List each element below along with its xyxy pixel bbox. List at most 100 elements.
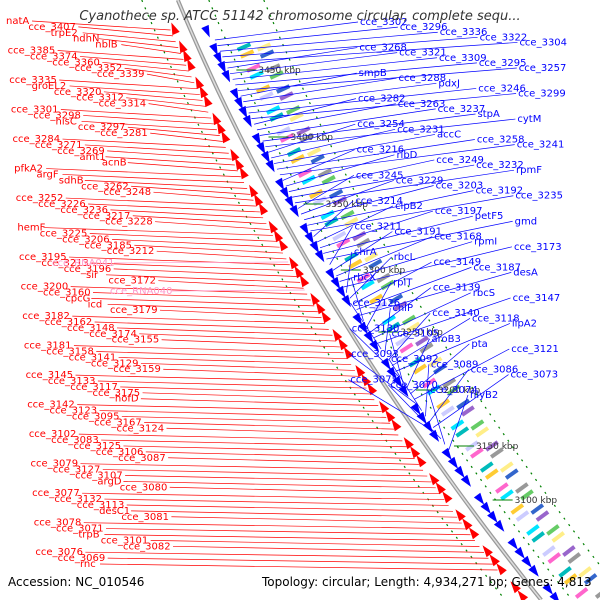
- forward-label-connector: [31, 20, 171, 31]
- forward-gene-label: cce_3080: [120, 482, 168, 493]
- feature-bar: [376, 272, 391, 284]
- forward-label-connector: [65, 197, 257, 207]
- feature-bar: [530, 503, 545, 515]
- feature-bar: [531, 531, 546, 543]
- forward-gene-arrow: [310, 292, 320, 306]
- feature-bar: [255, 84, 271, 94]
- forward-gene-arrow: [179, 40, 188, 54]
- reverse-gene-label: rpmF: [516, 165, 542, 176]
- reverse-label-connector: [288, 159, 435, 192]
- reverse-label-connector: [432, 374, 509, 428]
- forward-gene-label: cce_3132: [54, 494, 102, 505]
- reverse-gene-label: cce_3282: [358, 94, 406, 105]
- reverse-gene-arrow: [487, 510, 498, 523]
- forward-label-connector: [91, 262, 294, 272]
- forward-gene-label: acnB: [102, 158, 127, 169]
- reverse-gene-label: cce_3073: [511, 370, 559, 381]
- forward-gene-label: pfkA2: [14, 164, 43, 175]
- reverse-label-connector: [339, 241, 473, 282]
- forward-gene-label: cce_3117: [70, 382, 118, 393]
- forward-gene-arrow: [403, 437, 414, 450]
- feature-bar: [336, 237, 351, 249]
- feature-bar: [526, 524, 540, 536]
- forward-gene-label: cce_3113: [77, 500, 125, 511]
- reverse-gene-arrow: [429, 429, 440, 442]
- rna-label-connector: [171, 289, 305, 292]
- forward-gene-label: cce_3284: [13, 134, 61, 145]
- forward-gene-label: cce_3360: [52, 57, 100, 68]
- reverse-label-connector: [219, 31, 438, 52]
- forward-label-connector: [139, 333, 337, 342]
- forward-gene-arrow: [239, 166, 249, 180]
- forward-gene-label: nblB: [95, 40, 117, 51]
- forward-gene-label: cce_3124: [117, 423, 165, 434]
- reverse-gene-arrow: [493, 519, 505, 532]
- reverse-gene-label: cce_3237: [438, 104, 486, 115]
- reverse-gene-label: cce_3322: [480, 32, 528, 43]
- feature-bar: [456, 398, 471, 410]
- forward-gene-label: cce_3172: [108, 276, 156, 287]
- feature-bar: [551, 531, 566, 543]
- forward-label-connector: [127, 162, 238, 172]
- forward-gene-label: cce_3155: [112, 335, 160, 346]
- reverse-label-connector: [248, 88, 477, 114]
- reverse-gene-label: chlP: [392, 303, 413, 314]
- reverse-gene-label: rbcS: [473, 288, 495, 299]
- reverse-label-connector: [384, 308, 391, 355]
- forward-gene-label: cce_3206: [62, 234, 110, 245]
- feature-bar: [406, 321, 421, 333]
- reverse-gene-arrow: [341, 294, 351, 308]
- forward-label-connector: [73, 345, 344, 354]
- reverse-gene-arrow: [460, 474, 471, 487]
- reverse-gene-arrow: [514, 546, 525, 559]
- forward-gene-arrow: [203, 94, 213, 108]
- forward-gene-arrow: [273, 229, 284, 243]
- feature-bar: [515, 510, 530, 522]
- reverse-gene-arrow: [275, 177, 285, 191]
- forward-gene-label: cce_3213: [41, 258, 89, 269]
- forward-label-connector: [140, 398, 379, 407]
- forward-gene-label: cce_3339: [97, 69, 145, 80]
- forward-gene-label: cce_3385: [8, 46, 56, 57]
- reverse-label-connector: [388, 384, 442, 440]
- forward-gene-label: amt1: [80, 152, 106, 163]
- forward-label-connector: [126, 97, 206, 107]
- reverse-label-connector: [265, 118, 516, 148]
- forward-label-connector: [118, 357, 352, 365]
- forward-label-connector: [96, 351, 348, 360]
- feature-bar: [289, 112, 304, 122]
- forward-gene-arrow: [332, 328, 343, 342]
- feature-bar: [510, 503, 525, 515]
- ring-guide: [141, 0, 506, 600]
- forward-label-connector: [112, 239, 280, 248]
- forward-gene-label: sir: [86, 270, 99, 281]
- label-connector-layer: [31, 20, 518, 571]
- reverse-label-connector: [373, 292, 471, 338]
- feature-bar: [567, 552, 582, 564]
- forward-gene-label: hisC: [56, 116, 77, 127]
- reverse-label-connector: [319, 210, 434, 249]
- reverse-label-connector: [391, 318, 471, 367]
- feature-bar: [299, 133, 315, 143]
- feature-bar: [455, 426, 470, 438]
- reverse-gene-arrow: [299, 222, 309, 236]
- reverse-label-connector: [297, 174, 355, 209]
- reverse-label-connector: [254, 98, 357, 125]
- forward-gene-label: cce_3141: [69, 352, 117, 363]
- forward-label-connector: [113, 268, 297, 277]
- forward-gene-label: cce_3352: [75, 63, 123, 74]
- reverse-gene-label: cce_3254: [357, 119, 405, 130]
- reverse-gene-arrow: [284, 195, 294, 209]
- reverse-label-connector: [448, 394, 469, 451]
- reverse-gene-arrow: [528, 564, 539, 577]
- forward-gene-arrow: [230, 148, 240, 162]
- reverse-gene-arrow: [325, 267, 335, 281]
- reverse-gene-arrow: [304, 231, 314, 245]
- reverse-gene-label: lipA2: [512, 318, 537, 329]
- forward-label-connector: [110, 209, 264, 219]
- scale-tick-label: 3300 kbp: [363, 266, 406, 276]
- reverse-label-connector: [352, 261, 432, 305]
- forward-label-connector: [101, 439, 407, 448]
